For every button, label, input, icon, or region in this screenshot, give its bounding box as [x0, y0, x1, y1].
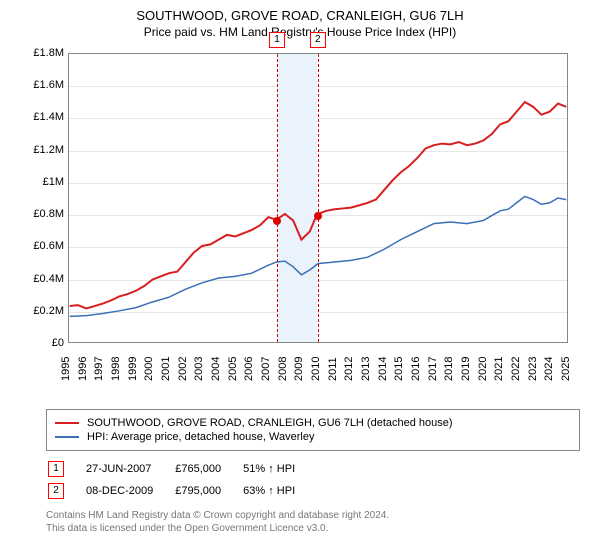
- sale-dot: [273, 217, 281, 225]
- sale-date: 08-DEC-2009: [86, 481, 173, 501]
- y-tick-label: £1.2M: [20, 144, 64, 156]
- legend-swatch: [55, 436, 79, 438]
- legend-item: SOUTHWOOD, GROVE ROAD, CRANLEIGH, GU6 7L…: [55, 416, 571, 430]
- legend-item: HPI: Average price, detached house, Wave…: [55, 430, 571, 444]
- sale-marker-icon: 1: [48, 461, 64, 477]
- sale-marker-label: 1: [269, 32, 285, 48]
- sale-marker-label: 2: [310, 32, 326, 48]
- x-tick-label: 2025: [560, 357, 582, 381]
- y-tick-label: £0.8M: [20, 208, 64, 220]
- chart-container: SOUTHWOOD, GROVE ROAD, CRANLEIGH, GU6 7L…: [0, 0, 600, 560]
- x-axis-ticks: 1995199619971998199920002001200220032004…: [68, 345, 568, 403]
- sale-date: 27-JUN-2007: [86, 459, 173, 479]
- legend-label: SOUTHWOOD, GROVE ROAD, CRANLEIGH, GU6 7L…: [87, 417, 453, 429]
- y-tick-label: £1.4M: [20, 111, 64, 123]
- y-tick-label: £0.2M: [20, 305, 64, 317]
- footer-line: This data is licensed under the Open Gov…: [46, 522, 580, 535]
- table-row: 1 27-JUN-2007 £765,000 51% ↑ HPI: [48, 459, 315, 479]
- sale-dot: [314, 212, 322, 220]
- sale-delta: 51% ↑ HPI: [243, 459, 315, 479]
- sale-marker-icon: 2: [48, 483, 64, 499]
- y-tick-label: £1M: [20, 176, 64, 188]
- y-tick-label: £0: [20, 337, 64, 349]
- y-tick-label: £1.6M: [20, 79, 64, 91]
- y-tick-label: £0.6M: [20, 240, 64, 252]
- legend: SOUTHWOOD, GROVE ROAD, CRANLEIGH, GU6 7L…: [46, 409, 580, 451]
- table-row: 2 08-DEC-2009 £795,000 63% ↑ HPI: [48, 481, 315, 501]
- chart-title: SOUTHWOOD, GROVE ROAD, CRANLEIGH, GU6 7L…: [10, 8, 590, 23]
- chart-area: £0 £0.2M £0.4M £0.6M £0.8M £1M £1.2M £1.4M £1.6M…: [20, 45, 580, 405]
- sale-price: £765,000: [175, 459, 241, 479]
- y-tick-label: £1.8M: [20, 47, 64, 59]
- footer-line: Contains HM Land Registry data © Crown c…: [46, 509, 580, 522]
- sale-delta: 63% ↑ HPI: [243, 481, 315, 501]
- legend-label: HPI: Average price, detached house, Wave…: [87, 431, 314, 443]
- sale-price: £795,000: [175, 481, 241, 501]
- y-tick-label: £0.4M: [20, 273, 64, 285]
- sales-table: 1 27-JUN-2007 £765,000 51% ↑ HPI 2 08-DE…: [46, 457, 317, 503]
- legend-swatch: [55, 422, 79, 424]
- plot-region: 12: [68, 53, 568, 343]
- chart-subtitle: Price paid vs. HM Land Registry's House …: [10, 25, 590, 39]
- footer: Contains HM Land Registry data © Crown c…: [46, 509, 580, 535]
